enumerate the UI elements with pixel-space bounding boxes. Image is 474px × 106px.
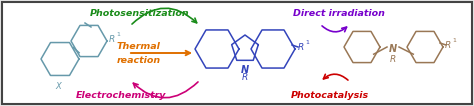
Text: Thermal: Thermal (117, 42, 161, 51)
Text: 1: 1 (305, 40, 309, 45)
Text: 1: 1 (116, 33, 120, 38)
Text: reaction: reaction (117, 56, 161, 65)
Text: R: R (109, 34, 115, 43)
Text: R: R (298, 43, 304, 52)
Text: X: X (55, 82, 61, 91)
Text: R: R (445, 40, 451, 50)
Text: Direct irradiation: Direct irradiation (293, 9, 385, 18)
Text: Photosensitization: Photosensitization (90, 9, 190, 18)
Text: 1: 1 (452, 38, 456, 43)
Text: R: R (242, 73, 248, 82)
Text: N: N (389, 44, 397, 54)
Text: N: N (241, 65, 249, 75)
Text: Photocatalysis: Photocatalysis (291, 91, 368, 100)
Text: R: R (390, 54, 396, 63)
Text: Electrochemistry: Electrochemistry (76, 91, 166, 100)
